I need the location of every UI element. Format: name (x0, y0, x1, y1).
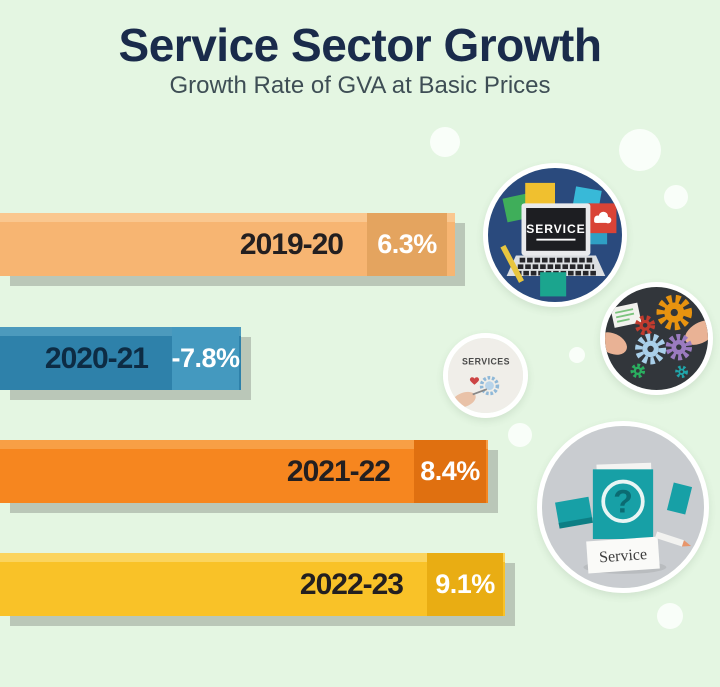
bar-year-label: 2020-21 (44, 341, 149, 375)
bar-value-chip: -7.8% (171, 327, 240, 390)
gear-icon-purple (665, 333, 693, 361)
decor-dot (664, 185, 688, 209)
question-service-image: ? Service (537, 421, 709, 593)
bar-2021-22: 2021-22 8.4% (0, 440, 488, 503)
laptop-screen-text: SERVICE (526, 222, 585, 236)
pencil-icon (500, 244, 524, 283)
pencil-icon (655, 531, 692, 547)
bar-year-label: 2019-20 (239, 227, 344, 261)
bar-2019-20: 2019-20 6.3% (0, 213, 455, 276)
bar-2022-23: 2022-23 9.1% (0, 553, 505, 616)
page-title: Service Sector Growth (118, 19, 602, 71)
decor-dot (657, 603, 683, 629)
left-hand (605, 332, 627, 355)
bar-year-label: 2022-23 (299, 567, 404, 601)
services-sketch-image: SERVICES (443, 333, 528, 418)
decor-dot (508, 423, 532, 447)
sketch-text: SERVICES (462, 356, 510, 366)
decor-dot (619, 129, 661, 171)
teal-card-icon (540, 272, 567, 297)
laptop-service-image: SERVICE (483, 163, 627, 307)
notepad-icon (610, 302, 642, 328)
bar-value-chip: 9.1% (427, 553, 503, 616)
decor-dot (569, 347, 585, 363)
question-ring-icon (601, 479, 645, 524)
teal-block-left (555, 496, 594, 529)
pen-icon (472, 388, 488, 396)
teal-block-right (666, 482, 693, 515)
gear-icon-teal (675, 365, 688, 379)
service-paper: Service (586, 536, 660, 574)
gears-hands-image (600, 282, 713, 395)
bar-year-label: 2021-22 (286, 454, 391, 488)
heart-icon (469, 377, 480, 385)
service-caption: Service (599, 546, 648, 566)
page-subtitle: Growth Rate of GVA at Basic Prices (169, 72, 551, 99)
bar-value-chip: 8.4% (414, 440, 486, 503)
decor-dot (430, 127, 460, 157)
gear-doodle-icon (479, 375, 500, 396)
gear-icon-orange (656, 294, 693, 331)
bar-value-chip: 6.3% (367, 213, 447, 276)
bar-2020-21: 2020-21 -7.8% (0, 327, 241, 390)
gear-icon-lightblue (635, 333, 667, 365)
question-mark-icon: ? (613, 484, 633, 520)
right-hand (684, 320, 708, 345)
